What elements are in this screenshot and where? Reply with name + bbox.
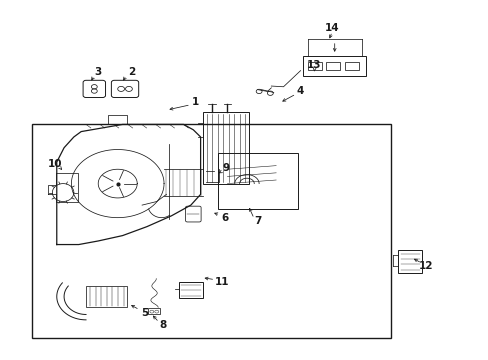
Text: 1: 1 <box>192 97 199 107</box>
Text: 10: 10 <box>48 159 62 169</box>
Bar <box>148 308 160 315</box>
Text: 3: 3 <box>94 67 102 77</box>
Bar <box>32 125 390 338</box>
Text: 11: 11 <box>215 277 229 287</box>
Bar <box>86 286 127 307</box>
Text: 7: 7 <box>253 216 261 226</box>
Bar <box>326 62 339 70</box>
Bar <box>217 153 298 209</box>
Bar <box>307 62 321 70</box>
Text: 12: 12 <box>418 261 433 271</box>
Text: 6: 6 <box>221 213 228 222</box>
Bar <box>344 62 358 70</box>
Bar <box>203 112 249 184</box>
Text: 13: 13 <box>306 59 321 69</box>
Bar <box>178 282 203 298</box>
Text: 2: 2 <box>127 67 135 77</box>
Text: 5: 5 <box>141 308 148 318</box>
Text: 9: 9 <box>223 163 229 173</box>
Text: 14: 14 <box>325 23 339 33</box>
Text: 4: 4 <box>296 86 304 96</box>
Bar <box>397 250 422 273</box>
Text: 8: 8 <box>159 320 166 330</box>
Bar <box>303 56 366 76</box>
